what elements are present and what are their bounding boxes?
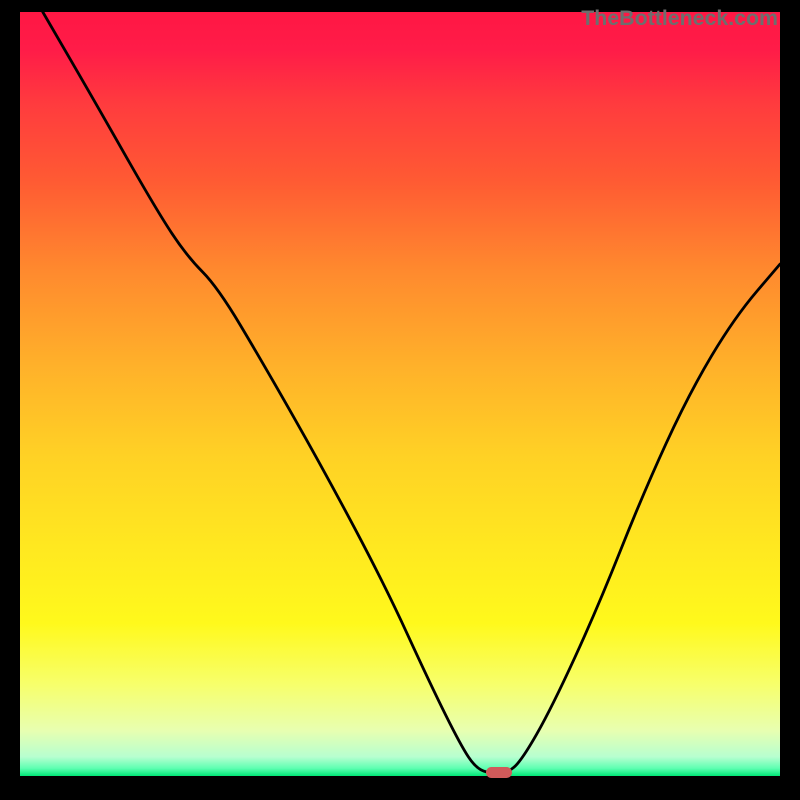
bottleneck-chart: TheBottleneck.com bbox=[0, 0, 800, 800]
plot-area bbox=[20, 12, 780, 776]
optimal-point-marker bbox=[486, 767, 512, 778]
curve-path bbox=[43, 12, 780, 774]
bottleneck-curve bbox=[20, 12, 780, 776]
watermark-text: TheBottleneck.com bbox=[581, 6, 778, 31]
